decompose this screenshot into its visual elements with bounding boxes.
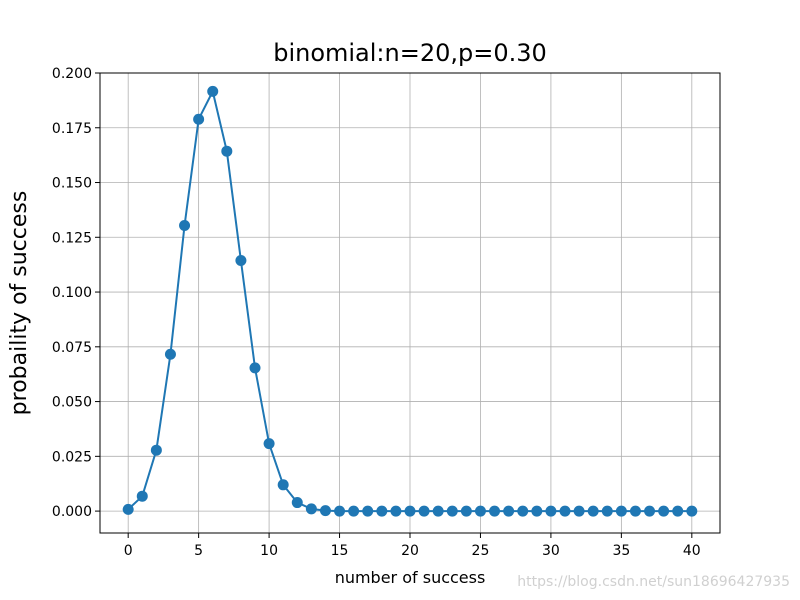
ticks: 0 5 10 15 20 25 30 35 40 0.000 0.025 0.050 0.075 0.10… [52,66,701,559]
data-point [362,505,374,517]
data-point [460,505,472,517]
data-point [235,255,247,267]
data-point [559,505,571,517]
x-tick-label: 5 [194,543,203,559]
y-tick-label: 0.100 [52,285,92,301]
data-point [164,348,176,360]
y-tick-label: 0.200 [52,66,92,82]
data-point [517,505,529,517]
data-point [432,505,444,517]
data-point [573,505,585,517]
data-point [249,362,261,374]
watermark: https://blog.csdn.net/sun18696427935 [517,574,790,590]
data-point [489,505,501,517]
y-tick-label: 0.075 [52,340,92,356]
data-point [348,505,360,517]
x-tick-label: 40 [683,543,701,559]
data-point [207,85,219,97]
y-tick-label: 0.025 [52,449,92,465]
data-point [686,505,698,517]
x-tick-label: 20 [401,543,419,559]
data-point [305,503,317,515]
x-axis-label: number of success [335,568,486,587]
data-point [334,505,346,517]
data-point [531,505,543,517]
data-point [404,505,416,517]
y-tick-label: 0.000 [52,504,92,520]
data-point [629,505,641,517]
data-point [376,505,388,517]
x-tick-label: 15 [331,543,349,559]
data-point [179,219,191,231]
x-tick-label: 35 [612,543,630,559]
data-point [545,505,557,517]
y-tick-label: 0.175 [52,121,92,137]
x-tick-label: 30 [542,543,560,559]
data-point [503,505,515,517]
data-point [150,444,162,456]
data-point [221,145,233,157]
y-axis-label: probaility of success [7,191,32,416]
data-point [601,505,613,517]
data-point [122,503,134,515]
series-layer [122,85,698,517]
data-point [136,490,148,502]
data-point [644,505,656,517]
data-point [672,505,684,517]
x-tick-label: 0 [124,543,133,559]
x-tick-label: 25 [472,543,490,559]
x-tick-label: 10 [260,543,278,559]
data-point [446,505,458,517]
data-point [291,497,303,509]
data-point [319,505,331,517]
y-tick-label: 0.150 [52,176,92,192]
y-tick-label: 0.125 [52,230,92,246]
data-point [587,505,599,517]
data-point [193,113,205,125]
data-point [263,438,275,450]
chart-title: binomial:n=20,p=0.30 [273,39,547,67]
data-point [615,505,627,517]
data-point [658,505,670,517]
data-point [277,479,289,491]
data-point [418,505,430,517]
data-point [390,505,402,517]
y-tick-label: 0.050 [52,395,92,411]
data-point [474,505,486,517]
